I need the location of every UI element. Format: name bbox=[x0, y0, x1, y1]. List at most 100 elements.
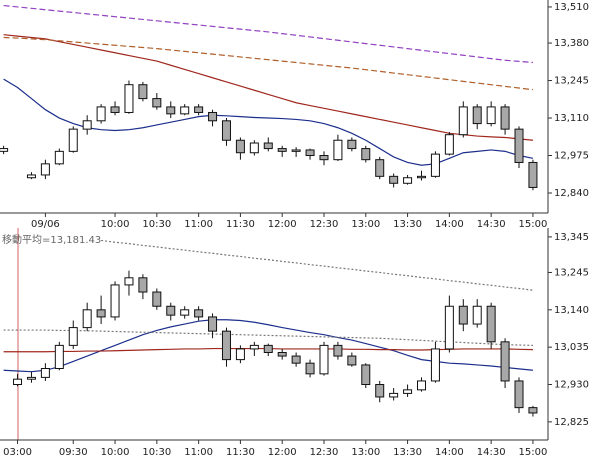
candle-body bbox=[375, 159, 385, 177]
candle-body bbox=[277, 351, 287, 357]
candle-body bbox=[68, 327, 78, 346]
candle-body bbox=[54, 150, 64, 165]
candle-body bbox=[444, 305, 454, 350]
candle-body bbox=[417, 380, 426, 391]
y-tick-label: 13,245 bbox=[554, 76, 589, 87]
x-tick-label: 12:00 bbox=[268, 447, 297, 458]
candle-body bbox=[40, 368, 50, 378]
candle-body bbox=[458, 106, 468, 136]
x-tick-label: 14:00 bbox=[435, 447, 464, 458]
candle-body bbox=[194, 106, 204, 113]
candle-body bbox=[430, 153, 440, 177]
x-tick-label: 11:30 bbox=[226, 447, 255, 458]
x-tick-label: 12:30 bbox=[310, 219, 339, 230]
x-tick-label: 10:30 bbox=[142, 219, 171, 230]
candle-body bbox=[458, 305, 468, 325]
moving-average bbox=[3, 78, 534, 166]
candle-body bbox=[82, 120, 92, 130]
x-tick-label: 13:30 bbox=[393, 219, 422, 230]
candle-body bbox=[249, 344, 259, 350]
candle-body bbox=[528, 407, 538, 414]
candle-body bbox=[138, 277, 148, 293]
candle-body bbox=[194, 309, 204, 318]
candle-body bbox=[249, 142, 259, 154]
candle-body bbox=[180, 309, 190, 316]
candle-body bbox=[221, 120, 231, 141]
x-tick-label: 10:00 bbox=[101, 447, 130, 458]
candle-body bbox=[208, 111, 218, 122]
x-tick-label: 12:00 bbox=[268, 219, 297, 230]
x-tick-label: 15:00 bbox=[519, 447, 548, 458]
y-tick-label: 12,840 bbox=[554, 188, 589, 199]
candle-body bbox=[291, 355, 301, 364]
candle-body bbox=[305, 362, 315, 375]
x-tick-label: 15:00 bbox=[519, 219, 548, 230]
candle-body bbox=[319, 344, 329, 375]
x-tick-label: 10:30 bbox=[142, 447, 171, 458]
annotation: 移動平均=13,181.43 bbox=[2, 233, 101, 246]
candle-body bbox=[417, 175, 426, 179]
moving-average bbox=[3, 34, 533, 141]
candle-body bbox=[124, 84, 134, 113]
candle-body bbox=[500, 341, 510, 382]
candle-body bbox=[180, 106, 190, 115]
candle-body bbox=[152, 291, 162, 307]
y-tick-label: 13,140 bbox=[554, 305, 589, 316]
candle-body bbox=[166, 106, 176, 115]
candle-body bbox=[96, 309, 106, 318]
candle-body bbox=[361, 148, 371, 161]
candle-body bbox=[110, 284, 120, 318]
y-tick-label: 13,510 bbox=[554, 2, 589, 13]
candle-body bbox=[26, 174, 36, 179]
candle-body bbox=[430, 348, 440, 382]
candle-body bbox=[333, 344, 343, 357]
candle-body bbox=[528, 161, 538, 188]
candle-body bbox=[138, 84, 148, 100]
candle-body bbox=[514, 128, 524, 163]
candle-body bbox=[208, 316, 218, 332]
candle-body bbox=[40, 163, 50, 176]
candle-body bbox=[26, 376, 36, 380]
candle-body bbox=[54, 344, 64, 370]
moving-average bbox=[3, 36, 534, 91]
moving-average bbox=[3, 4, 533, 64]
candle-body bbox=[235, 139, 245, 154]
moving-average bbox=[3, 319, 534, 373]
candle-body bbox=[13, 378, 23, 386]
x-tick-label: 11:00 bbox=[184, 447, 213, 458]
candle-body bbox=[305, 149, 315, 157]
y-tick-label: 13,380 bbox=[554, 38, 589, 49]
candle-body bbox=[221, 330, 231, 361]
y-tick-label: 13,035 bbox=[554, 342, 589, 353]
candle-body bbox=[319, 155, 329, 161]
x-tick-label: 13:30 bbox=[393, 447, 422, 458]
candle-body bbox=[375, 384, 385, 398]
candle-body bbox=[514, 380, 524, 409]
y-tick-label: 13,110 bbox=[554, 113, 589, 124]
candle-body bbox=[472, 106, 482, 125]
x-tick-label: 11:30 bbox=[226, 219, 255, 230]
y-tick-label: 12,975 bbox=[554, 151, 589, 162]
candle-body bbox=[291, 149, 301, 152]
y-tick-label: 13,345 bbox=[554, 232, 589, 243]
candle-body bbox=[166, 305, 176, 316]
x-tick-label: 13:00 bbox=[351, 219, 380, 230]
candle-body bbox=[444, 134, 454, 155]
x-tick-label: 09/06 bbox=[31, 219, 60, 230]
candle-body bbox=[389, 392, 399, 398]
moving-average bbox=[101, 239, 534, 291]
x-tick-label: 12:30 bbox=[310, 447, 339, 458]
candle-body bbox=[124, 277, 134, 286]
x-tick-label: 13:00 bbox=[351, 447, 380, 458]
candle-body bbox=[82, 309, 92, 329]
candle-body bbox=[403, 389, 413, 394]
y-tick-label: 13,245 bbox=[554, 267, 589, 278]
x-tick-label: 14:30 bbox=[477, 219, 506, 230]
candle-body bbox=[235, 348, 245, 361]
moving-average bbox=[3, 329, 533, 346]
candle-body bbox=[277, 148, 287, 152]
candle-body bbox=[472, 305, 482, 325]
